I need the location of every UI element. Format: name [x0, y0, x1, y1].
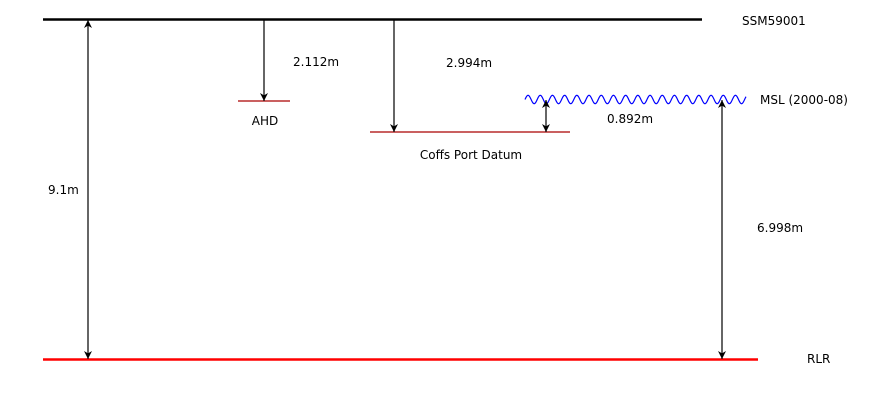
label-ahd: AHD: [252, 114, 278, 128]
measure-ssm-to-coffs-port-datum: 2.994m: [446, 56, 492, 70]
msl-wave-line: [524, 94, 747, 105]
label-ssm59001: SSM59001: [742, 14, 806, 28]
measure-coffs-port-datum-to-msl: 0.892m: [607, 112, 653, 126]
label-msl: MSL (2000-08): [760, 93, 848, 107]
label-rlr: RLR: [807, 352, 830, 366]
label-coffs-port-datum: Coffs Port Datum: [420, 148, 522, 162]
measure-ssm-to-rlr: 9.1m: [48, 183, 79, 197]
measure-msl-to-rlr: 6.998m: [757, 221, 803, 235]
measure-ssm-to-ahd: 2.112m: [293, 55, 339, 69]
